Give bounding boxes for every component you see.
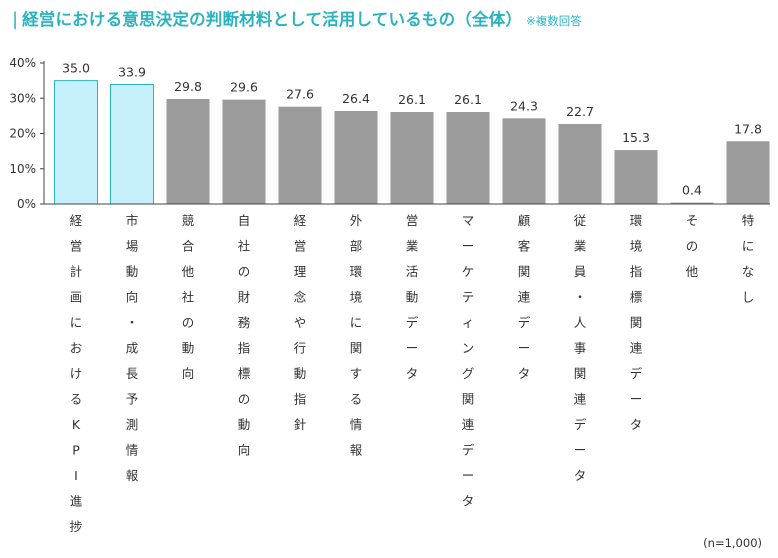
y-tick-label: 0%	[17, 197, 36, 211]
category-label: 市場動向・成長予測情報	[126, 213, 139, 483]
y-tick-label: 30%	[9, 91, 36, 105]
value-label: 29.8	[174, 79, 202, 94]
title-accent-bar: |	[12, 9, 19, 30]
category-label: 経営計画における K P I 進捗	[70, 213, 83, 534]
category-label: 環境指標関連データ	[630, 213, 643, 432]
category-label: 経営理念や行動指針	[294, 213, 307, 432]
value-label: 24.3	[510, 98, 538, 113]
category-label: 自社の財務指標の動向	[238, 213, 251, 458]
value-label: 33.9	[118, 65, 146, 80]
value-label: 35.0	[62, 61, 90, 76]
value-label: 26.4	[342, 91, 370, 106]
value-label: 17.8	[734, 121, 762, 136]
bar	[54, 80, 98, 205]
chart-subtitle: ※複数回答	[526, 14, 582, 28]
value-label: 29.6	[230, 80, 258, 95]
bar	[502, 118, 546, 204]
y-tick-label: 10%	[9, 162, 36, 176]
bar	[558, 123, 602, 204]
bar	[446, 111, 490, 204]
bar	[614, 150, 658, 204]
bar	[166, 98, 210, 204]
sample-size-note: (n=1,000)	[703, 536, 762, 550]
chart-title-row: | 経営における意思決定の判断材料として活用しているもの（全体） ※複数回答	[12, 6, 582, 32]
value-label: 26.1	[398, 92, 426, 107]
bar	[670, 202, 714, 204]
chart-title: 経営における意思決定の判断材料として活用しているもの（全体）	[22, 10, 523, 29]
category-label: 顧客関連データ	[518, 213, 531, 381]
bar	[278, 106, 322, 204]
category-label: マーケティング関連データ	[462, 213, 475, 509]
category-label: 外部環境に関する情報	[350, 213, 363, 458]
category-label: 営業活動データ	[406, 213, 419, 381]
bar	[222, 99, 266, 204]
value-label: 26.1	[454, 92, 482, 107]
y-tick-label: 40%	[9, 56, 36, 70]
category-label: 従業員・人事関連データ	[574, 213, 587, 483]
value-label: 0.4	[682, 183, 702, 198]
bar	[390, 111, 434, 204]
bar	[110, 84, 154, 205]
y-tick-label: 20%	[9, 127, 36, 141]
value-label: 22.7	[566, 104, 594, 119]
bar	[726, 141, 770, 204]
category-label: その他	[686, 213, 699, 279]
value-label: 27.6	[286, 87, 314, 102]
bar	[334, 110, 378, 204]
category-label: 特になし	[742, 213, 755, 305]
category-label: 競合他社の動向	[182, 213, 195, 381]
value-label: 15.3	[622, 130, 650, 145]
